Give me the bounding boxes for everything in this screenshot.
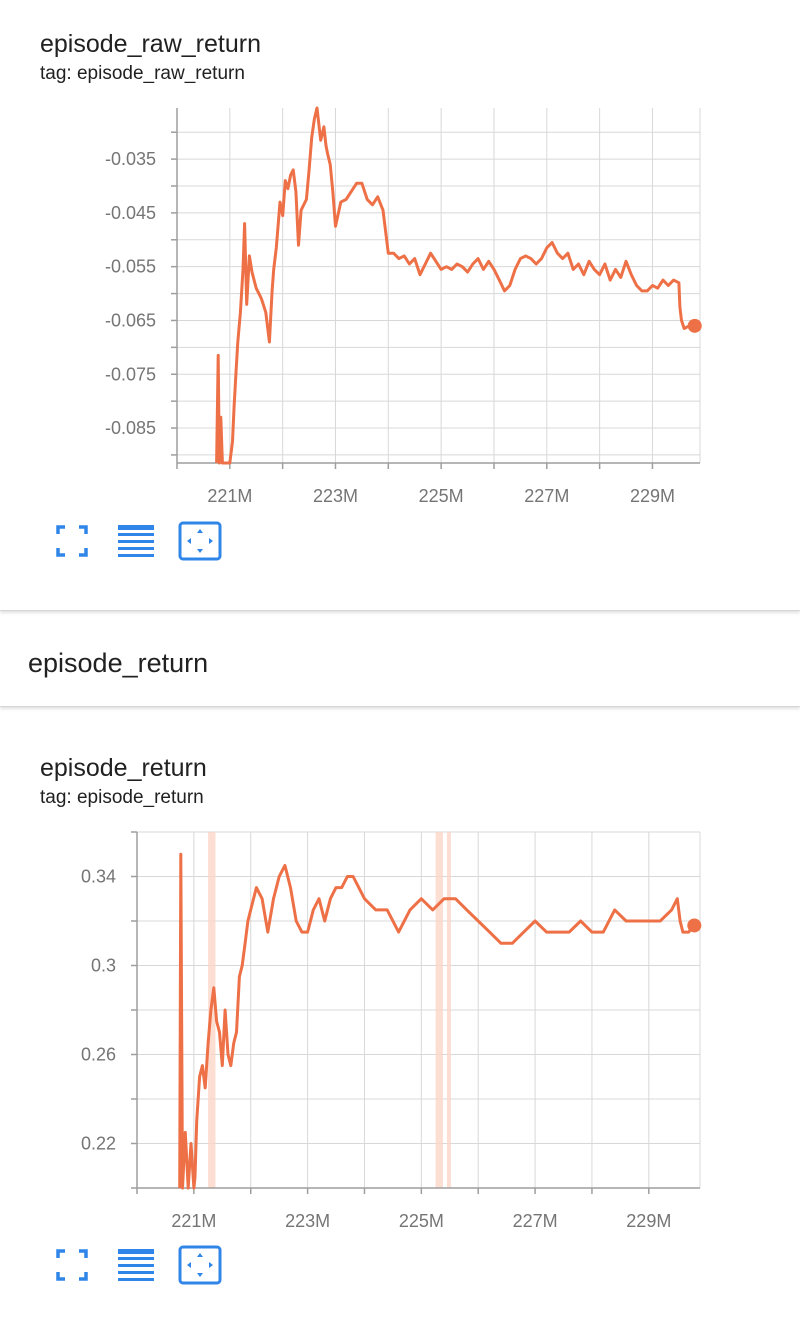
fullscreen-icon[interactable] — [52, 521, 92, 561]
y-tick-label: -0.085 — [105, 418, 156, 438]
chart-toolbar — [52, 521, 232, 561]
series-line — [215, 106, 695, 465]
line-chart-episode-return[interactable]: 0.34 0.3 0.26 0.22 221M 223M 225M 227M 229M — [0, 712, 800, 1242]
y-tick-label: -0.045 — [105, 203, 156, 223]
highlight-band — [435, 832, 443, 1188]
chart-card-episode-return: episode_return tag: episode_return 0.34 0… — [0, 712, 800, 1330]
y-tick-label: -0.035 — [105, 149, 156, 169]
x-tick-label: 225M — [419, 486, 464, 506]
fit-domain-icon[interactable] — [178, 521, 222, 561]
y-tick-label: -0.055 — [105, 257, 156, 277]
chart-title: episode_return — [40, 754, 207, 782]
chart-toolbar — [52, 1245, 232, 1285]
chart-tag: tag: episode_raw_return — [40, 63, 245, 84]
series-endpoint — [687, 318, 702, 333]
x-tick-label: 223M — [285, 1211, 330, 1231]
y-tick-label: 0.26 — [81, 1045, 116, 1065]
chart-tag: tag: episode_return — [40, 787, 204, 808]
data-table-icon[interactable] — [116, 521, 156, 561]
chart-title: episode_raw_return — [40, 30, 261, 58]
x-tick-label: 225M — [399, 1211, 444, 1231]
section-title: episode_return — [28, 648, 209, 678]
highlight-band — [446, 832, 451, 1188]
section-header[interactable]: episode_return — [0, 618, 800, 707]
series-line — [178, 852, 696, 1190]
x-tick-label: 227M — [513, 1211, 558, 1231]
x-tick-label: 229M — [630, 486, 675, 506]
y-tick-label: -0.075 — [105, 364, 156, 384]
fit-domain-icon[interactable] — [178, 1245, 222, 1285]
y-tick-label: 0.22 — [81, 1134, 116, 1154]
y-tick-label: 0.3 — [91, 956, 116, 976]
y-tick-label: -0.065 — [105, 310, 156, 330]
line-chart-episode-raw-return[interactable]: -0.035 -0.045 -0.055 -0.065 -0.075 -0.085 221M… — [0, 0, 800, 520]
x-tick-label: 229M — [626, 1211, 671, 1231]
x-tick-label: 221M — [207, 486, 252, 506]
x-tick-label: 223M — [313, 486, 358, 506]
y-tick-label: 0.34 — [81, 867, 116, 887]
fullscreen-icon[interactable] — [52, 1245, 92, 1285]
series-endpoint — [687, 918, 702, 933]
x-tick-label: 227M — [524, 486, 569, 506]
x-tick-label: 221M — [171, 1211, 216, 1231]
data-table-icon[interactable] — [116, 1245, 156, 1285]
chart-card-episode-raw-return: episode_raw_return tag: episode_raw_retu… — [0, 0, 800, 611]
